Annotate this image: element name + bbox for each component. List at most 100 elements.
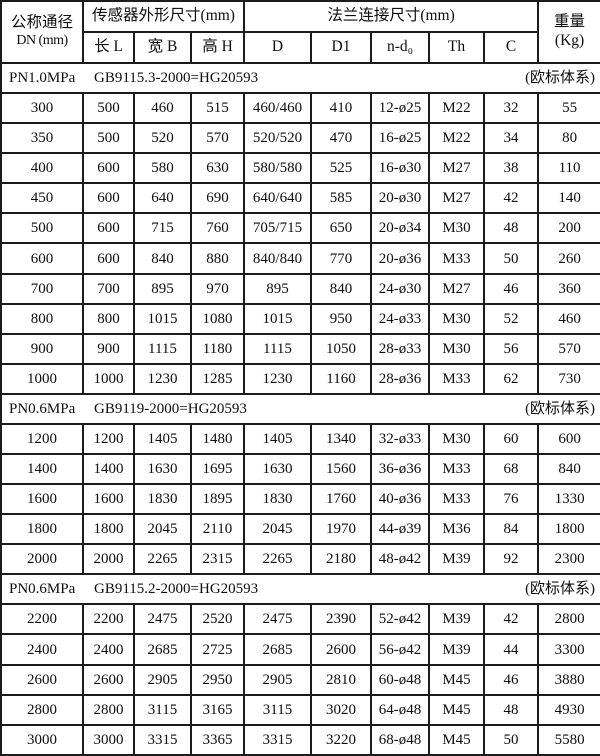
cell: M33 — [428, 362, 485, 395]
cell: 1230 — [243, 362, 312, 395]
cell: M22 — [428, 122, 485, 155]
cell: 410 — [310, 92, 372, 125]
table-row: 700 700 895 970 895 840 24-ø30 M27 46 360 — [0, 272, 600, 305]
cell: 400 — [0, 152, 84, 185]
cell: 1285 — [190, 362, 245, 395]
header-dn-unit: DN (mm) — [16, 32, 68, 48]
cell: M27 — [428, 272, 485, 305]
section-line: PN1.0MPa GB9115.3-2000=HG20593 (欧标体系) — [3, 69, 599, 87]
cell: 1560 — [310, 453, 372, 486]
cell: 2800 — [0, 693, 84, 726]
cell: 360 — [537, 272, 600, 305]
table-row: 1800 1800 2045 2110 2045 1970 44-ø39 M36 84 1800 — [0, 513, 600, 546]
cell: 44-ø39 — [370, 513, 430, 546]
cell: 32-ø33 — [370, 422, 430, 456]
cell: 20-ø36 — [370, 242, 430, 275]
cell: 1800 — [537, 513, 600, 546]
cell: 460 — [133, 92, 192, 125]
header-col-c: C — [482, 31, 540, 64]
table-row: 2000 2000 2265 2315 2265 2180 48-ø42 M39 92 2300 — [0, 543, 600, 576]
cell: 800 — [82, 302, 135, 335]
cell: 1200 — [0, 422, 84, 456]
table-row: 600 600 840 880 840/840 770 20-ø36 M33 50 260 — [0, 242, 600, 275]
cell: 1080 — [190, 302, 245, 335]
header-col-d1: D1 — [310, 31, 372, 64]
cell: 1800 — [0, 513, 84, 546]
cell: 55 — [537, 92, 600, 125]
cell: 705/715 — [243, 212, 312, 245]
table-row: 300 500 460 515 460/460 410 12-ø25 M22 32 55 — [0, 92, 600, 125]
cell: 630 — [190, 152, 245, 185]
cell: 770 — [310, 242, 372, 275]
cell: 3115 — [243, 693, 312, 726]
cell: 28-ø36 — [370, 362, 430, 395]
section-cell: PN0.6MPa GB9119-2000=HG20593 (欧标体系) — [0, 392, 600, 425]
cell: 2475 — [243, 603, 312, 636]
cell: 2045 — [133, 513, 192, 546]
cell: 1160 — [310, 362, 372, 395]
cell: 2905 — [133, 663, 192, 696]
cell: 3000 — [0, 723, 84, 756]
cell: 110 — [537, 152, 600, 185]
cell: 36-ø36 — [370, 453, 430, 486]
cell: 460/460 — [243, 92, 312, 125]
cell: 2200 — [0, 603, 84, 636]
cell: 2400 — [0, 633, 84, 666]
cell: 600 — [82, 242, 135, 275]
cell: 2800 — [537, 603, 600, 636]
cell: 1115 — [133, 332, 192, 365]
cell: 1600 — [82, 483, 135, 516]
table-row: 2400 2400 2685 2725 2685 2600 56-ø42 M39 44 3300 — [0, 633, 600, 666]
cell: 60 — [482, 422, 540, 456]
header-col-d: D — [243, 31, 312, 64]
cell: 300 — [0, 92, 84, 125]
cell: 1480 — [190, 422, 245, 456]
cell: 92 — [482, 543, 540, 576]
cell: M30 — [428, 212, 485, 245]
cell: 50 — [482, 242, 540, 275]
cell: 3880 — [537, 663, 600, 696]
table-row: 500 600 715 760 705/715 650 20-ø34 M30 48 200 — [0, 212, 600, 245]
cell: 1330 — [537, 483, 600, 516]
cell: 48 — [482, 212, 540, 245]
cell: 600 — [82, 182, 135, 215]
cell: 2180 — [310, 543, 372, 576]
cell: 48 — [482, 693, 540, 726]
cell: 42 — [482, 603, 540, 636]
cell: 1405 — [243, 422, 312, 456]
cell: 715 — [133, 212, 192, 245]
cell: 5580 — [537, 723, 600, 756]
table-row: 1200 1200 1405 1480 1405 1340 32-ø33 M30 60 600 — [0, 422, 600, 456]
cell: 34 — [482, 122, 540, 155]
cell: 3020 — [310, 693, 372, 726]
cell: 3115 — [133, 693, 192, 726]
cell: M33 — [428, 483, 485, 516]
cell: 1000 — [0, 362, 84, 395]
cell: 24-ø30 — [370, 272, 430, 305]
cell: M45 — [428, 693, 485, 726]
cell: M30 — [428, 302, 485, 335]
cell: 570 — [537, 332, 600, 365]
cell: M39 — [428, 633, 485, 666]
cell: 970 — [190, 272, 245, 305]
table-row: 900 900 1115 1180 1115 1050 28-ø33 M30 56 570 — [0, 332, 600, 365]
cell: 2810 — [310, 663, 372, 696]
cell: 650 — [310, 212, 372, 245]
cell: 1000 — [82, 362, 135, 395]
cell: 760 — [190, 212, 245, 245]
cell: 4930 — [537, 693, 600, 726]
table-row: 2600 2600 2905 2950 2905 2810 60-ø48 M45 46 3880 — [0, 663, 600, 696]
table-row: 2800 2800 3115 3165 3115 3020 64-ø48 M45 48 4930 — [0, 693, 600, 726]
cell: 800 — [0, 302, 84, 335]
cell: 700 — [82, 272, 135, 305]
cell: 500 — [82, 122, 135, 155]
cell: 2475 — [133, 603, 192, 636]
cell: 450 — [0, 182, 84, 215]
cell: 28-ø33 — [370, 332, 430, 365]
cell: 500 — [82, 92, 135, 125]
cell: M45 — [428, 723, 485, 756]
cell: 46 — [482, 272, 540, 305]
cell: 3000 — [82, 723, 135, 756]
cell: 3300 — [537, 633, 600, 666]
table-row: 1000 1000 1230 1285 1230 1160 28-ø36 M33 62 730 — [0, 362, 600, 395]
